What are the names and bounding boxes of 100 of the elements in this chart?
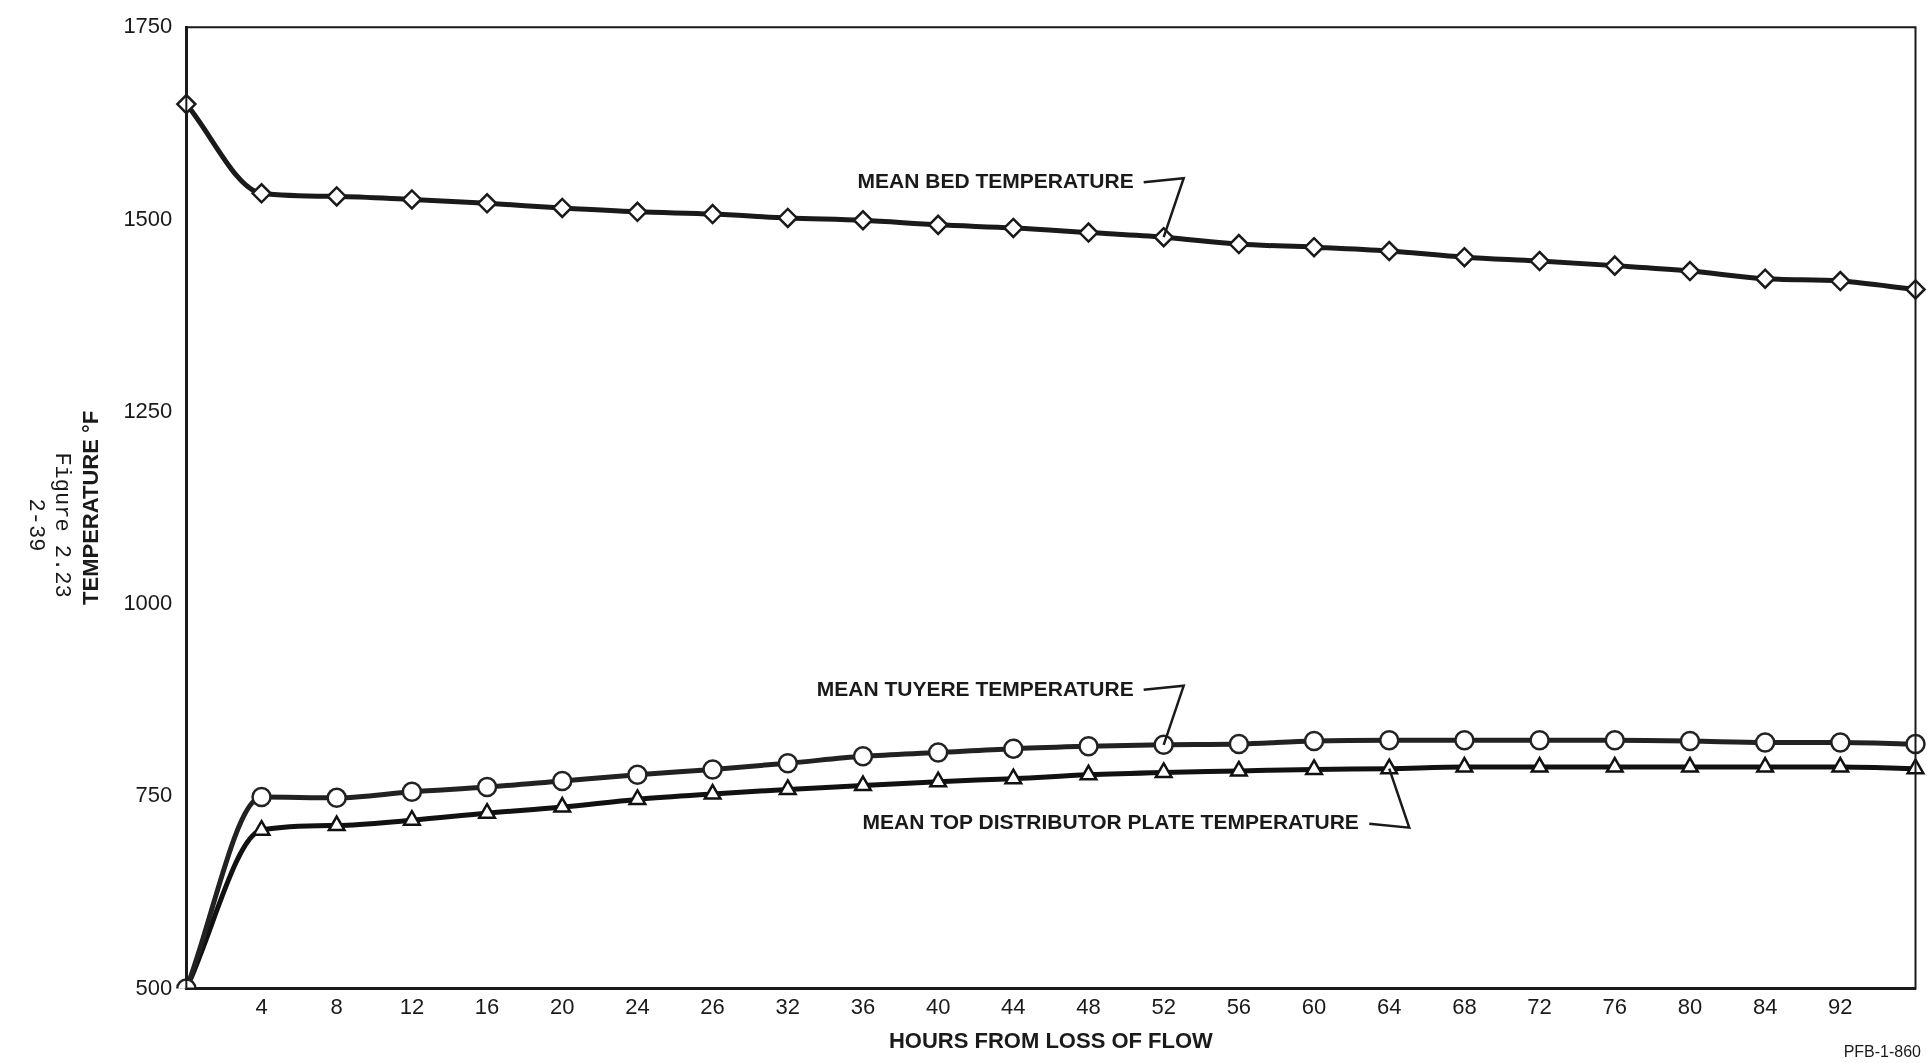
point <box>929 771 948 788</box>
point <box>252 819 271 836</box>
point <box>1004 768 1023 785</box>
point <box>552 770 573 792</box>
point <box>1830 270 1851 292</box>
point <box>1604 729 1626 751</box>
x-tick-label: 80 <box>1677 993 1703 1019</box>
point <box>1679 730 1701 752</box>
point <box>1455 756 1474 773</box>
annotation: MEAN BED TEMPERATURE <box>857 168 1134 192</box>
x-tick-label: 76 <box>1602 993 1628 1019</box>
point <box>702 759 723 780</box>
point <box>927 214 949 236</box>
x-tick-label: 64 <box>1376 993 1402 1019</box>
point <box>777 207 799 229</box>
point <box>1378 240 1400 262</box>
y-tick-label: 500 <box>135 974 173 1000</box>
point <box>627 201 648 223</box>
x-tick-label: 12 <box>399 993 425 1019</box>
point <box>1756 756 1775 773</box>
x-tick-label: 8 <box>330 993 343 1019</box>
point <box>1680 756 1699 773</box>
point <box>1754 268 1776 289</box>
point <box>1228 233 1250 255</box>
x-tick-label: 26 <box>700 993 725 1019</box>
y-tick-label: 1500 <box>123 205 173 231</box>
x-tick-label: 20 <box>550 993 575 1019</box>
point <box>703 783 722 800</box>
point <box>1303 730 1325 752</box>
point <box>778 779 797 796</box>
caption: Figure 2.23 <box>49 452 75 598</box>
point <box>478 802 497 819</box>
point <box>327 815 346 832</box>
point <box>1830 732 1851 753</box>
x-tick-label: 84 <box>1752 993 1778 1019</box>
point <box>1305 759 1324 776</box>
x-tick-label: 16 <box>474 993 500 1019</box>
annotation: MEAN TUYERE TEMPERATURE <box>816 676 1134 700</box>
point <box>1529 250 1550 272</box>
point <box>1754 732 1776 753</box>
point <box>1153 734 1174 756</box>
point <box>1529 729 1550 751</box>
x-tick-label: 4 <box>255 993 268 1019</box>
point <box>1454 729 1475 751</box>
point <box>553 796 572 813</box>
point <box>1078 222 1099 243</box>
x-tick-label: 68 <box>1452 993 1477 1019</box>
point <box>251 183 272 204</box>
point <box>1154 762 1173 779</box>
point <box>1078 736 1099 757</box>
y-tick-label: 750 <box>135 782 173 808</box>
point <box>1679 260 1701 282</box>
point <box>628 789 647 806</box>
point <box>1303 236 1325 258</box>
x-tick-label: 32 <box>775 993 801 1019</box>
point <box>402 809 421 826</box>
x-tick-label: 52 <box>1151 993 1176 1019</box>
point <box>852 210 874 231</box>
x-tick-label: 72 <box>1527 993 1552 1019</box>
point <box>1605 756 1624 773</box>
x-tick-label: 92 <box>1828 993 1853 1019</box>
point <box>326 186 347 207</box>
x-tick-label: 36 <box>850 993 876 1019</box>
text: PFB-1-860 <box>1843 1043 1922 1061</box>
point <box>927 742 949 763</box>
point <box>702 203 723 225</box>
x-tick-label: 40 <box>925 993 951 1019</box>
point <box>1530 756 1549 773</box>
annotation: MEAN TOP DISTRIBUTOR PLATE TEMPERATURE <box>862 810 1359 834</box>
y-tick-label: 1000 <box>123 590 173 616</box>
x-axis-title: HOURS FROM LOSS OF FLOW <box>888 1027 1214 1053</box>
point <box>1229 760 1248 777</box>
point <box>1604 255 1626 276</box>
point <box>1003 217 1024 239</box>
point <box>1454 246 1475 268</box>
y-tick-label: 1250 <box>123 397 173 423</box>
point <box>552 197 573 219</box>
point <box>476 193 498 214</box>
point <box>401 189 423 210</box>
point <box>1831 756 1850 773</box>
point <box>476 776 498 798</box>
point <box>1003 738 1024 759</box>
point <box>852 746 874 767</box>
point <box>777 753 799 774</box>
point <box>1378 729 1400 751</box>
point <box>627 764 648 786</box>
y-tick-label: 1750 <box>123 13 173 39</box>
point <box>401 781 423 802</box>
point <box>853 775 873 792</box>
point <box>251 786 272 808</box>
y-axis-title: TEMPERATURE °F <box>78 410 104 605</box>
point <box>1079 764 1098 781</box>
x-tick-label: 60 <box>1301 993 1327 1019</box>
point <box>326 787 347 809</box>
x-tick-label: 24 <box>625 993 650 1019</box>
x-tick-label: 48 <box>1076 993 1101 1019</box>
x-tick-label: 44 <box>1001 993 1026 1019</box>
text: 2-39 <box>23 498 49 552</box>
x-tick-label: 56 <box>1226 993 1252 1019</box>
point <box>1228 733 1250 755</box>
